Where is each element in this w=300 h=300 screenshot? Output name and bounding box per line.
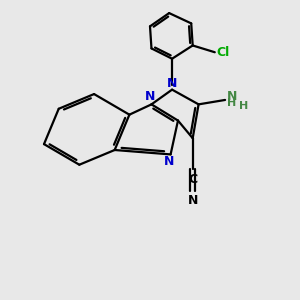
Text: H: H <box>226 98 236 109</box>
Text: N: N <box>226 90 237 103</box>
Text: Cl: Cl <box>216 46 230 59</box>
Text: N: N <box>188 194 198 207</box>
Text: C: C <box>188 173 197 186</box>
Text: H: H <box>239 101 248 111</box>
Text: N: N <box>164 155 174 168</box>
Text: N: N <box>145 91 155 103</box>
Text: N: N <box>167 77 177 90</box>
